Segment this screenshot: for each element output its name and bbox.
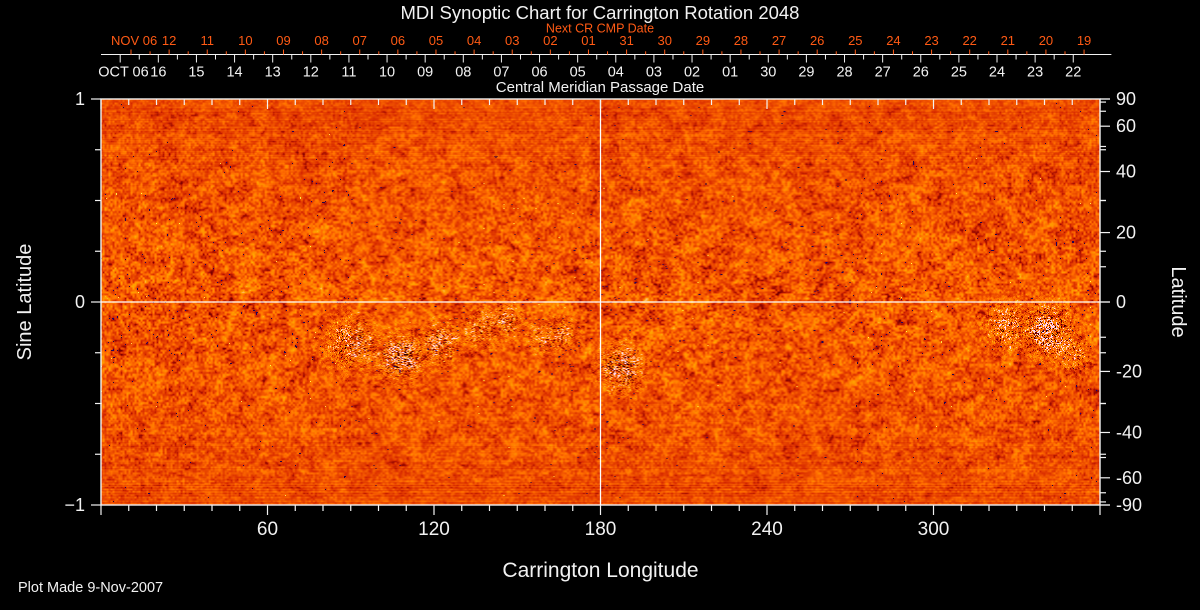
svg-text:180: 180 bbox=[585, 519, 617, 540]
svg-text:05: 05 bbox=[570, 64, 586, 80]
svg-text:26: 26 bbox=[913, 64, 929, 80]
svg-text:MDI Synoptic Chart for Carring: MDI Synoptic Chart for Carrington Rotati… bbox=[401, 2, 800, 23]
svg-text:−1: −1 bbox=[64, 495, 85, 515]
svg-text:05: 05 bbox=[429, 33, 443, 48]
svg-text:120: 120 bbox=[418, 519, 450, 540]
svg-text:26: 26 bbox=[810, 33, 824, 48]
svg-text:10: 10 bbox=[238, 33, 252, 48]
svg-text:-90: -90 bbox=[1116, 495, 1142, 515]
svg-text:22: 22 bbox=[962, 33, 976, 48]
svg-text:23: 23 bbox=[924, 33, 938, 48]
svg-text:40: 40 bbox=[1116, 162, 1136, 182]
svg-text:NOV 06: NOV 06 bbox=[111, 33, 157, 48]
svg-text:23: 23 bbox=[1027, 64, 1043, 80]
svg-text:07: 07 bbox=[493, 64, 509, 80]
svg-text:04: 04 bbox=[608, 64, 624, 80]
svg-text:Plot Made 9-Nov-2007: Plot Made 9-Nov-2007 bbox=[18, 580, 163, 596]
svg-text:03: 03 bbox=[646, 64, 662, 80]
svg-text:09: 09 bbox=[276, 33, 290, 48]
svg-text:14: 14 bbox=[226, 64, 242, 80]
svg-text:19: 19 bbox=[1077, 33, 1091, 48]
svg-text:1: 1 bbox=[75, 89, 85, 109]
svg-text:29: 29 bbox=[798, 64, 814, 80]
svg-text:Central Meridian Passage Date: Central Meridian Passage Date bbox=[496, 79, 704, 96]
svg-text:27: 27 bbox=[875, 64, 891, 80]
svg-text:09: 09 bbox=[417, 64, 433, 80]
svg-text:Carrington Longitude: Carrington Longitude bbox=[502, 559, 698, 582]
svg-text:24: 24 bbox=[886, 33, 900, 48]
svg-text:08: 08 bbox=[455, 64, 471, 80]
svg-text:04: 04 bbox=[467, 33, 481, 48]
svg-text:30: 30 bbox=[760, 64, 776, 80]
svg-text:11: 11 bbox=[200, 33, 214, 48]
svg-text:300: 300 bbox=[918, 519, 950, 540]
svg-text:30: 30 bbox=[657, 33, 671, 48]
svg-text:25: 25 bbox=[951, 64, 967, 80]
svg-text:90: 90 bbox=[1116, 89, 1136, 109]
svg-text:240: 240 bbox=[751, 519, 783, 540]
svg-text:12: 12 bbox=[162, 33, 176, 48]
svg-text:21: 21 bbox=[1001, 33, 1015, 48]
svg-text:27: 27 bbox=[772, 33, 786, 48]
svg-text:16: 16 bbox=[150, 64, 166, 80]
svg-text:06: 06 bbox=[391, 33, 405, 48]
svg-text:25: 25 bbox=[848, 33, 862, 48]
svg-text:-60: -60 bbox=[1116, 468, 1142, 488]
svg-text:02: 02 bbox=[684, 64, 700, 80]
svg-text:01: 01 bbox=[722, 64, 738, 80]
svg-text:10: 10 bbox=[379, 64, 395, 80]
svg-text:0: 0 bbox=[1116, 292, 1126, 312]
svg-text:-20: -20 bbox=[1116, 361, 1142, 381]
svg-text:Next CR CMP Date: Next CR CMP Date bbox=[546, 22, 654, 36]
svg-text:08: 08 bbox=[314, 33, 328, 48]
svg-text:13: 13 bbox=[265, 64, 281, 80]
svg-text:Sine Latitude: Sine Latitude bbox=[14, 244, 36, 361]
svg-text:07: 07 bbox=[352, 33, 366, 48]
svg-text:11: 11 bbox=[341, 64, 356, 80]
svg-text:24: 24 bbox=[989, 64, 1005, 80]
svg-text:0: 0 bbox=[75, 292, 85, 312]
svg-text:60: 60 bbox=[1116, 116, 1136, 136]
svg-text:60: 60 bbox=[257, 519, 278, 540]
svg-text:20: 20 bbox=[1116, 223, 1136, 243]
svg-text:-40: -40 bbox=[1116, 422, 1142, 442]
svg-text:06: 06 bbox=[531, 64, 547, 80]
svg-text:28: 28 bbox=[836, 64, 852, 80]
svg-text:29: 29 bbox=[696, 33, 710, 48]
svg-text:OCT 06: OCT 06 bbox=[98, 64, 149, 80]
svg-text:28: 28 bbox=[734, 33, 748, 48]
svg-text:Latitude: Latitude bbox=[1167, 266, 1189, 337]
svg-text:20: 20 bbox=[1039, 33, 1053, 48]
svg-text:15: 15 bbox=[188, 64, 204, 80]
svg-text:03: 03 bbox=[505, 33, 519, 48]
svg-text:12: 12 bbox=[303, 64, 319, 80]
svg-text:22: 22 bbox=[1065, 64, 1081, 80]
